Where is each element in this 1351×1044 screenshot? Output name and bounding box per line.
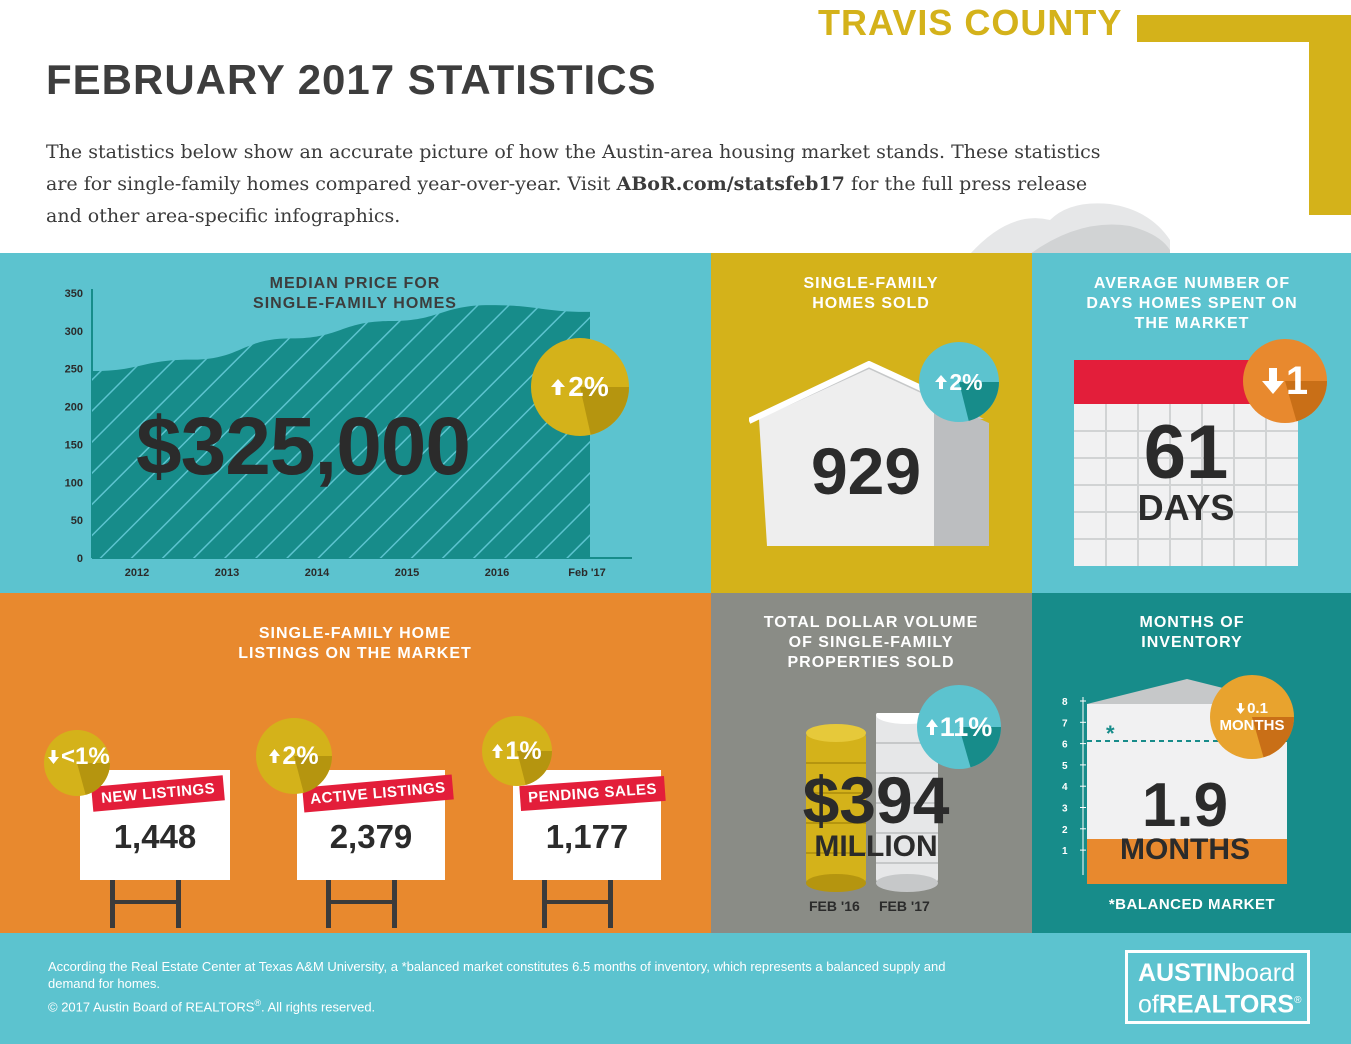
inventory-tick-label: 5 [1062,761,1068,772]
days-unit: DAYS [1137,487,1235,528]
sign-value: 2,379 [329,818,413,855]
median-price-area [92,305,590,558]
sign-post [326,878,397,928]
stats-link[interactable]: ABoR.com/statsfeb17 [616,173,845,195]
y-tick-label: 0 [77,553,83,565]
days-on-market-panel: AVERAGE NUMBER OF DAYS HOMES SPENT ON TH… [1032,253,1351,593]
new-listings-badge-text: <1% [48,743,110,771]
y-tick-label: 300 [65,326,83,338]
listings-title: SINGLE-FAMILY HOME LISTINGS ON THE MARKE… [238,625,472,662]
aborlogo[interactable]: AUSTINboard ofREALTORS® [1125,950,1310,1024]
page-title: FEBRUARY 2017 STATISTICS [46,56,657,103]
copyright: © 2017 Austin Board of REALTORS®. All ri… [48,998,376,1015]
new-listings-badge [44,730,110,796]
new-listings-sign: NEW LISTINGS 1,448 <1% [44,730,248,928]
inventory-tick-label: 7 [1062,718,1068,729]
dollar-volume-badge: 11% [917,685,1001,769]
listings-panel: SINGLE-FAMILY HOME LISTINGS ON THE MARKE… [0,593,711,933]
inventory-change-badge: 0.1 MONTHS [1210,675,1294,759]
y-tick-label: 200 [65,402,83,414]
arrow-up-icon [935,375,948,389]
active-listings-sign: ACTIVE LISTINGS 2,379 2% [256,718,466,928]
x-tick-label: 2016 [485,567,509,579]
x-tick-label: 2013 [215,567,239,579]
x-tick-label: 2014 [305,567,330,579]
coin-label-prev: FEB '16 [809,898,860,914]
median-price-title: MEDIAN PRICE FOR SINGLE-FAMILY HOMES [253,275,457,312]
dollar-volume-title: TOTAL DOLLAR VOLUME OF SINGLE-FAMILY PRO… [763,614,979,671]
inventory-tick-label: 6 [1062,740,1068,751]
inventory-tick-label: 2 [1062,825,1068,836]
dollar-volume-panel: TOTAL DOLLAR VOLUME OF SINGLE-FAMILY PRO… [711,593,1032,933]
logo-line-1: AUSTINboard [1138,959,1296,987]
arrow-up-icon [269,749,281,763]
sign-value: 1,448 [113,818,197,855]
median-price-value: $325,000 [136,401,471,492]
logo-line-2: ofREALTORS® [1138,990,1302,1019]
homes-sold-panel: SINGLE-FAMILY HOMES SOLD 929 2% [711,253,1032,593]
days-change-badge: 1 [1243,339,1327,423]
y-tick-label: 50 [71,515,83,527]
y-tick-label: 150 [65,439,83,451]
median-price-panel: 0 50 100 150 200 250 300 350 2012 2013 2014 2015 20… [0,253,711,593]
house-icon [749,361,989,546]
county-label: TRAVIS COUNTY [818,2,1123,43]
arrow-down-icon [48,750,59,764]
active-listings-badge: 2% [256,718,332,794]
dollar-volume-value: $394 [802,763,950,837]
balanced-marker: * [1106,721,1115,746]
inventory-title: MONTHS OF INVENTORY [1139,614,1245,651]
footer-note: According the Real Estate Center at Texa… [48,959,946,991]
homes-sold-change-badge: 2% [919,342,999,422]
arrow-up-icon [551,379,566,395]
pending-sales-sign: PENDING SALES 1,177 1% [482,716,682,928]
pending-sales-badge: 1% [482,716,552,786]
sign-post [542,878,613,928]
median-price-chart: 0 50 100 150 200 250 300 350 2012 2013 2014 2015 20… [65,288,632,579]
arrow-up-icon [492,744,504,758]
y-tick-label: 250 [65,364,83,376]
inventory-tick-label: 8 [1062,697,1068,708]
homes-sold-value: 929 [810,434,922,508]
coin-label-curr: FEB '17 [879,898,930,914]
inventory-tick-label: 3 [1062,804,1068,815]
arrow-down-icon [1261,368,1284,394]
inventory-unit: MONTHS [1120,833,1250,866]
sign-value: 1,177 [545,818,629,855]
coin-stacks-icon [806,713,938,892]
inventory-value: 1.9 [1141,771,1229,840]
days-on-market-title: AVERAGE NUMBER OF DAYS HOMES SPENT ON TH… [1086,275,1298,332]
x-tick-label: 2015 [395,567,419,579]
arrow-down-icon [1236,703,1246,714]
sign-post [110,878,181,928]
inventory-tick-label: 4 [1062,782,1068,793]
y-tick-label: 100 [65,477,83,489]
header-accent-bracket-inner [1137,42,1309,222]
days-value: 61 [1143,410,1229,495]
median-change-badge: 2% [531,338,629,436]
intro-paragraph: The statistics below show an accurate pi… [46,141,1101,227]
arrow-up-icon [925,719,938,735]
homes-sold-title: SINGLE-FAMILY HOMES SOLD [803,275,939,312]
x-tick-label: 2012 [125,567,149,579]
balanced-market-footnote: *BALANCED MARKET [1108,896,1276,913]
dollar-volume-unit: MILLION [814,830,938,863]
inventory-tick-label: 1 [1062,846,1068,857]
inventory-panel: MONTHS OF INVENTORY 8 7 6 5 4 3 2 1 * 1.9 MONTH… [1032,593,1351,933]
y-tick-label: 350 [65,288,83,300]
x-tick-label: Feb '17 [568,567,605,579]
hills-decoration [970,203,1170,254]
